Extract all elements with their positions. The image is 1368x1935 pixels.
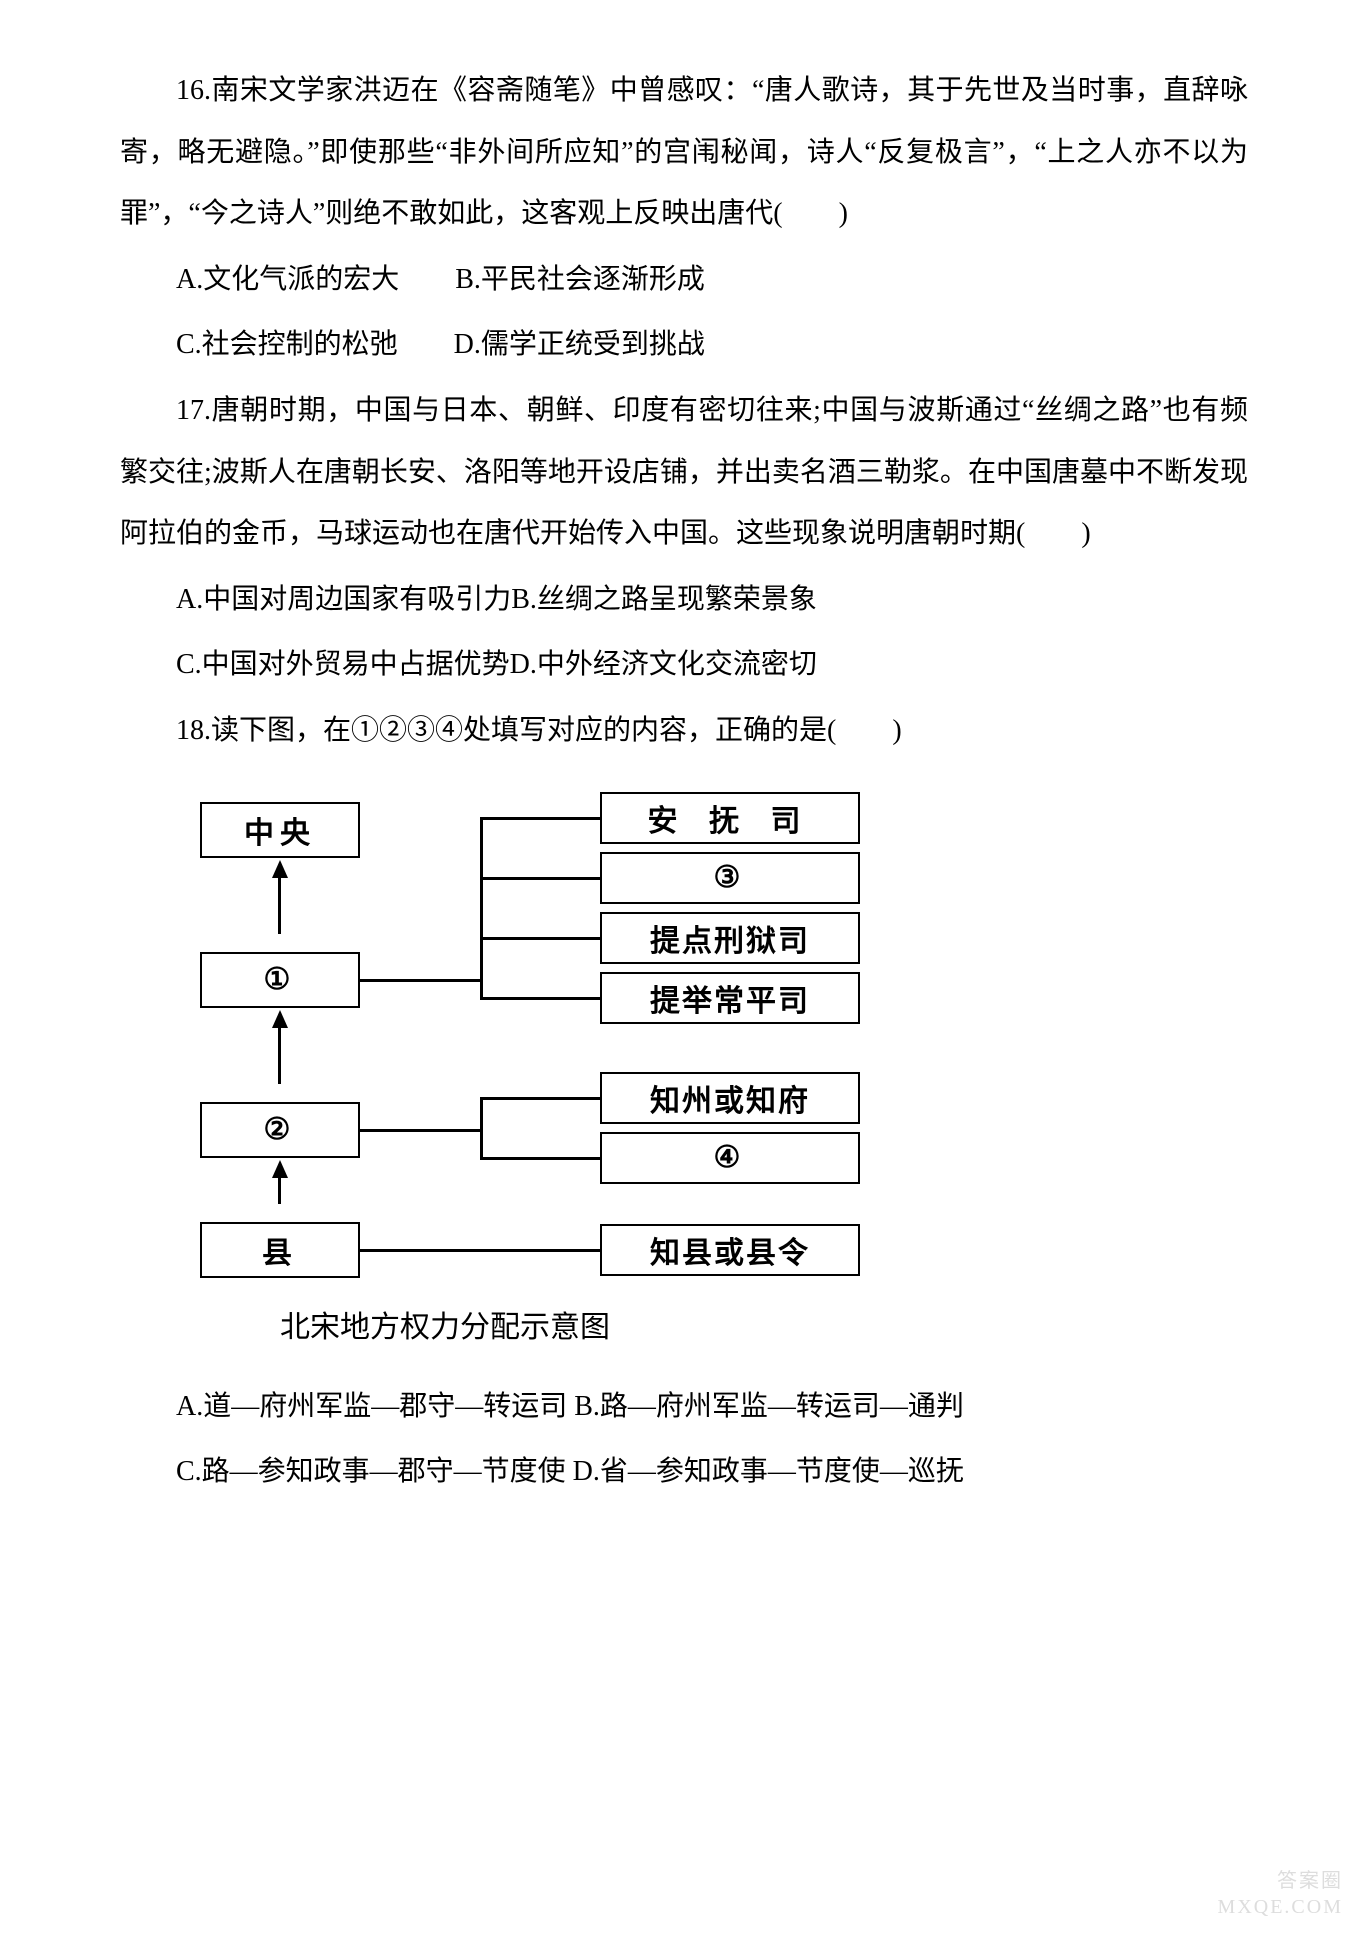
q17-options-cd: C.中国对外贸易中占据优势D.中外经济文化交流密切 xyxy=(120,634,1248,696)
g1-h3 xyxy=(480,997,600,1000)
r2-box-1: ④ xyxy=(600,1132,860,1184)
watermark-line2: MXQE.COM xyxy=(1218,1894,1343,1920)
q18-options-ab: A.道—府州军监—郡守—转运司 B.路—府州军监—转运司—通判 xyxy=(120,1376,1248,1438)
g2-h0 xyxy=(480,1097,600,1100)
arrow-1 xyxy=(272,860,288,878)
vline-1 xyxy=(278,878,281,934)
left-box-2: ② xyxy=(200,1102,360,1158)
q16-options-ab: A.文化气派的宏大 B.平民社会逐渐形成 xyxy=(120,249,1248,311)
diagram: 中央 ① ② 县 安 抚 司 ③ 提点刑狱司 提举常平司 知州或知府 ④ 知县或… xyxy=(180,792,920,1282)
r3-box-0: 知县或县令 xyxy=(600,1224,860,1276)
r1-box-3: 提举常平司 xyxy=(600,972,860,1024)
watermark-line1: 答案圈 xyxy=(1218,1868,1343,1894)
g3-h0 xyxy=(360,1249,600,1252)
g1-h0 xyxy=(480,817,600,820)
left-box-3: 县 xyxy=(200,1222,360,1278)
arrow-3 xyxy=(272,1160,288,1178)
q16-stem: 16.南宋文学家洪迈在《容斋随笔》中曾感叹：“唐人歌诗，其于先世及当时事，直辞咏… xyxy=(120,60,1248,245)
q17-options-ab: A.中国对周边国家有吸引力B.丝绸之路呈现繁荣景象 xyxy=(120,569,1248,631)
g1-hstub xyxy=(360,979,480,982)
g2-h1 xyxy=(480,1157,600,1160)
q17-stem: 17.唐朝时期，中国与日本、朝鲜、印度有密切往来;中国与波斯通过“丝绸之路”也有… xyxy=(120,380,1248,565)
q18-options-cd: C.路—参知政事—郡守—节度使 D.省—参知政事—节度使—巡抚 xyxy=(120,1441,1248,1503)
g1-h2 xyxy=(480,937,600,940)
r1-box-0: 安 抚 司 xyxy=(600,792,860,844)
g2-vline xyxy=(480,1097,483,1159)
g1-vline xyxy=(480,817,483,999)
watermark: 答案圈 MXQE.COM xyxy=(1218,1868,1343,1920)
arrow-2 xyxy=(272,1010,288,1028)
r1-box-2: 提点刑狱司 xyxy=(600,912,860,964)
diagram-caption: 北宋地方权力分配示意图 xyxy=(280,1302,1248,1346)
q16-options-cd: C.社会控制的松弛 D.儒学正统受到挑战 xyxy=(120,314,1248,376)
r2-box-0: 知州或知府 xyxy=(600,1072,860,1124)
vline-2 xyxy=(278,1028,281,1084)
q18-stem: 18.读下图，在①②③④处填写对应的内容，正确的是( ) xyxy=(120,700,1248,762)
left-box-1: ① xyxy=(200,952,360,1008)
r1-box-1: ③ xyxy=(600,852,860,904)
g2-hstub xyxy=(360,1129,480,1132)
left-box-0: 中央 xyxy=(200,802,360,858)
g1-h1 xyxy=(480,877,600,880)
vline-3 xyxy=(278,1178,281,1204)
